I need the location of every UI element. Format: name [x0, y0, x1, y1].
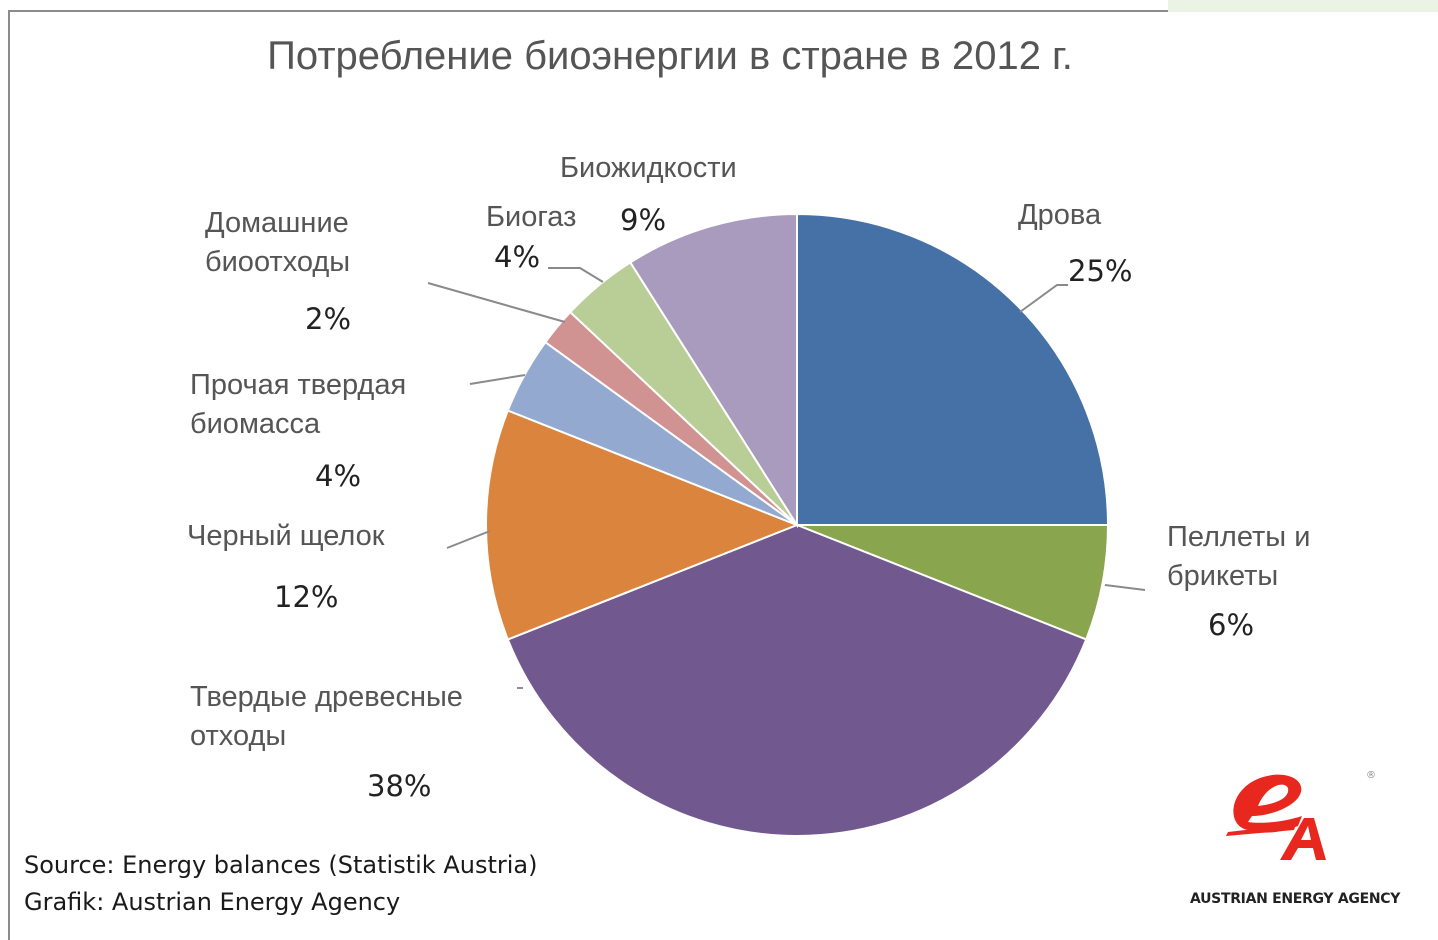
pct-wood-waste: 38% — [367, 769, 432, 803]
pct-biogas: 4% — [494, 240, 541, 274]
label-pellets-line1: Пеллеты и — [1167, 521, 1311, 553]
pie-chart — [427, 212, 1146, 837]
leader-line-black-liquor — [446, 530, 491, 549]
label-household-line1: Домашние — [205, 207, 349, 239]
label-black-liquor: Черный щелок — [187, 520, 385, 552]
pct-black-liquor: 12% — [274, 580, 339, 614]
label-other-biomass-line2: биомасса — [190, 408, 321, 440]
leader-line-drova — [1019, 284, 1068, 313]
pct-other-biomass: 4% — [315, 459, 362, 493]
pct-household: 2% — [305, 302, 352, 336]
pie-slice-black-liquor — [485, 409, 800, 641]
leader-line-pellets — [1104, 584, 1146, 591]
logo-a-mark — [1226, 818, 1326, 860]
registered-mark: ® — [1366, 770, 1376, 781]
source-note: Source: Energy balances (Statistik Austr… — [24, 851, 538, 879]
label-drova: Дрова — [1018, 199, 1102, 231]
leader-line-household — [427, 282, 566, 323]
label-other-biomass-line1: Прочая твердая — [190, 369, 407, 401]
leader-line-other-biomass — [469, 374, 526, 385]
leader-line-biogas — [548, 267, 604, 283]
pct-bioliquids: 9% — [620, 203, 667, 237]
slide-frame — [8, 10, 1438, 940]
pie-slice-drova — [796, 212, 1110, 526]
label-wood-waste-line1: Твердые древесные — [190, 681, 463, 713]
label-biogas: Биогаз — [486, 201, 577, 233]
chart-title: Потребление биоэнергии в стране в 2012 г… — [267, 34, 1073, 78]
pct-pellets: 6% — [1208, 608, 1255, 642]
pie-slice-bioliquids — [628, 212, 798, 529]
pie-slice-wood-waste — [506, 523, 1088, 837]
corner-tab — [1168, 0, 1438, 12]
logo-text: AUSTRIAN ENERGY AGENCY — [1190, 891, 1401, 907]
label-pellets-line2: брикеты — [1167, 560, 1279, 592]
austrian-energy-agency-logo: ® — [1226, 770, 1376, 860]
pct-drova: 25% — [1068, 254, 1133, 288]
label-wood-waste-line2: отходы — [190, 720, 287, 752]
label-bioliquids: Биожидкости — [560, 152, 737, 184]
grafik-note: Grafik: Austrian Energy Agency — [24, 888, 401, 916]
logo-e-mark — [1233, 774, 1302, 833]
label-household-line2: биоотходы — [205, 246, 351, 278]
